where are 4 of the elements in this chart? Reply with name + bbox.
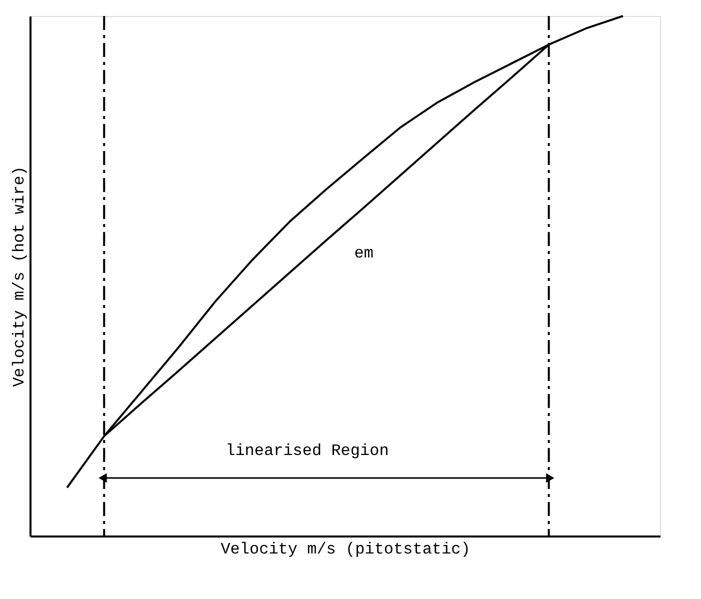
annotation: em: [354, 244, 374, 262]
annotation: linearised Region: [226, 442, 389, 460]
y-axis-title: Velocity m/s (hot wire): [10, 166, 28, 387]
x-axis-title: Velocity m/s (pitotstatic): [220, 540, 470, 558]
